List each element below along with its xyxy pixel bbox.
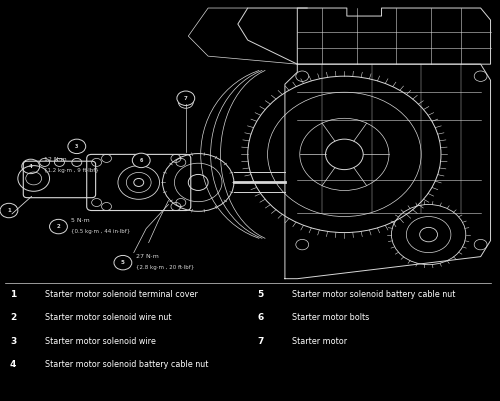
Text: Starter motor solenoid terminal cover: Starter motor solenoid terminal cover [44, 290, 198, 299]
Text: 5: 5 [258, 290, 264, 299]
Circle shape [68, 139, 86, 154]
Text: 5: 5 [121, 260, 125, 265]
Text: 12 N·m: 12 N·m [44, 158, 66, 162]
Text: 7: 7 [258, 337, 264, 346]
Text: 27 N·m: 27 N·m [136, 254, 158, 259]
Text: 3: 3 [75, 144, 78, 149]
Text: 3: 3 [10, 337, 16, 346]
Circle shape [177, 91, 194, 105]
Text: 2: 2 [56, 224, 60, 229]
Text: {0.5 kg·m , 44 in·lbf}: {0.5 kg·m , 44 in·lbf} [72, 229, 130, 233]
Text: Starter motor solenoid battery cable nut: Starter motor solenoid battery cable nut [292, 290, 456, 299]
Text: 4: 4 [10, 360, 16, 369]
Text: 6: 6 [140, 158, 143, 163]
Text: Starter motor solenoid battery cable nut: Starter motor solenoid battery cable nut [44, 360, 208, 369]
Text: 5 N·m: 5 N·m [72, 218, 90, 223]
Text: 2: 2 [10, 314, 16, 322]
Text: Starter motor solenoid wire nut: Starter motor solenoid wire nut [44, 314, 171, 322]
Circle shape [0, 203, 18, 218]
Circle shape [132, 153, 150, 168]
Text: {2.8 kg·m , 20 ft·lbf}: {2.8 kg·m , 20 ft·lbf} [136, 265, 194, 269]
Text: 6: 6 [258, 314, 264, 322]
Text: Starter motor solenoid wire: Starter motor solenoid wire [44, 337, 156, 346]
Text: 1: 1 [10, 290, 16, 299]
Text: Starter motor bolts: Starter motor bolts [292, 314, 370, 322]
Text: 7: 7 [184, 96, 188, 101]
Text: 1: 1 [7, 208, 11, 213]
Text: 4: 4 [29, 164, 32, 169]
Text: Starter motor: Starter motor [292, 337, 348, 346]
Text: {1.2 kg·m , 9 ft·lbf}: {1.2 kg·m , 9 ft·lbf} [44, 168, 98, 173]
